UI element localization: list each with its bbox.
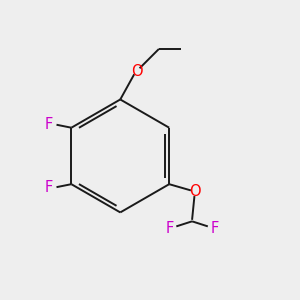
Text: O: O [131,64,142,79]
Text: F: F [166,221,174,236]
Text: F: F [45,117,53,132]
Text: F: F [45,180,53,195]
Text: F: F [210,221,218,236]
Text: O: O [189,184,200,199]
